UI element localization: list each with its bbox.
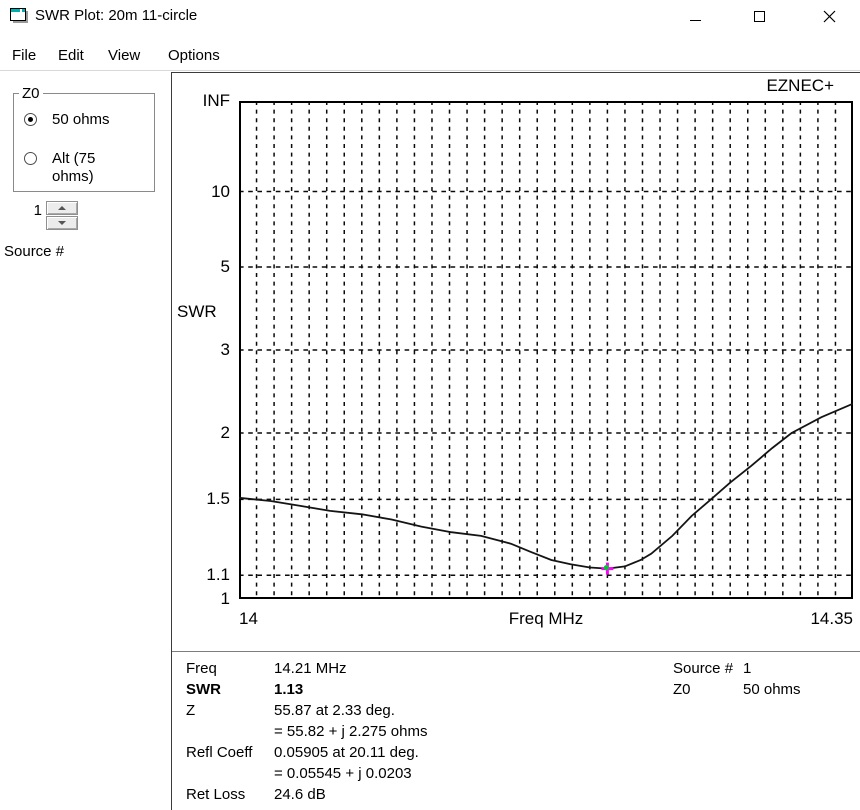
window-title: SWR Plot: 20m 11-circle — [35, 7, 198, 24]
readout-label: Freq — [186, 660, 217, 677]
x-axis-tick-max: 14.35 — [810, 609, 853, 628]
readout-value: 14.21 MHz — [274, 660, 347, 677]
y-tick-label-1.5: 1.5 — [206, 489, 230, 509]
y-tick-label-2: 2 — [220, 423, 230, 442]
spinner-up-button[interactable] — [46, 201, 78, 215]
swr-curve — [239, 402, 853, 570]
y-tick-label-1.1: 1.1 — [206, 565, 230, 585]
spinner-down-icon — [58, 221, 66, 225]
menu-separator — [0, 70, 860, 71]
menu-item-view[interactable]: View — [108, 47, 141, 64]
sidebar: Z0 50 ohms Alt (75 ohms) 1 Source # — [0, 71, 171, 810]
eznec-brand-label: EZNEC+ — [766, 76, 834, 95]
radio-circle — [24, 152, 37, 165]
readout-label: Ret Loss — [186, 786, 246, 803]
menu-item-edit[interactable]: Edit — [58, 47, 84, 64]
radio-option-label: 50 ohms — [52, 111, 110, 128]
spinner-up-icon — [58, 206, 66, 210]
y-tick-label-1: 1 — [220, 589, 230, 608]
readout-value: 0.05905 at 20.11 deg. — [274, 744, 419, 761]
menu-item-options[interactable]: Options — [168, 47, 220, 64]
readout-value: 1 — [743, 660, 752, 677]
cursor-dot — [603, 565, 609, 571]
y-tick-label-INF: INF — [202, 91, 230, 110]
readout-label: Z0 — [673, 681, 691, 698]
x-axis-title: Freq MHz — [508, 609, 584, 628]
menu-bar: File Edit View Options — [0, 44, 860, 70]
title-bar: SWR Plot: 20m 11-circle — [0, 0, 860, 32]
source-number-spinner — [46, 201, 78, 231]
plot-border — [239, 101, 853, 599]
y-tick-label-10: 10 — [211, 181, 230, 201]
source-number-value: 1 — [33, 202, 42, 219]
minimize-button[interactable] — [672, 0, 718, 32]
readout-value: 1.13 — [274, 681, 304, 698]
plot-panel: EZNEC+ INF 10 5 3 2 1.5 1.1 1 SWR 14 Freq MHz 1… — [171, 72, 860, 810]
readout-label: Source # — [673, 660, 734, 677]
maximize-icon — [753, 10, 765, 22]
app-window-icon-titlebar — [11, 9, 20, 12]
readout-value: = 55.82 + j 2.275 ohms — [274, 723, 428, 740]
y-axis-title: SWR — [177, 302, 217, 321]
source-number-label: Source # — [4, 243, 65, 260]
radio-option-label: Alt (75 ohms) — [52, 150, 96, 185]
app-window-icon-titlebar2 — [22, 9, 25, 12]
radio-50-ohms[interactable]: 50 ohms — [24, 111, 110, 129]
readout-value: 50 ohms — [743, 681, 801, 698]
spinner-down-button[interactable] — [46, 216, 78, 230]
close-icon — [823, 10, 835, 22]
z0-groupbox-label: Z0 — [19, 85, 43, 102]
x-axis-tick-min: 14 — [239, 609, 258, 628]
readout-value: 55.87 at 2.33 deg. — [274, 702, 395, 719]
radio-circle-selected — [24, 113, 37, 126]
y-tick-label-5: 5 — [220, 257, 230, 276]
radio-alt-75-ohms[interactable]: Alt (75 ohms) — [24, 150, 112, 186]
readout-label: Refl Coeff — [186, 744, 253, 761]
readout-label: Z — [186, 702, 196, 719]
z0-groupbox: Z0 50 ohms Alt (75 ohms) — [13, 85, 155, 192]
close-button[interactable] — [806, 0, 852, 32]
readout-value: 24.6 dB — [274, 786, 326, 803]
readout-label: SWR — [186, 681, 221, 698]
minimize-icon — [689, 19, 701, 21]
swr-plot-canvas[interactable] — [239, 101, 853, 599]
app-window-icon — [10, 8, 29, 24]
y-tick-label-3: 3 — [220, 340, 230, 359]
menu-item-file[interactable]: File — [12, 47, 37, 64]
readout-value: = 0.05545 + j 0.0203 — [274, 765, 412, 782]
maximize-button[interactable] — [736, 0, 782, 32]
readout-divider — [172, 651, 860, 653]
